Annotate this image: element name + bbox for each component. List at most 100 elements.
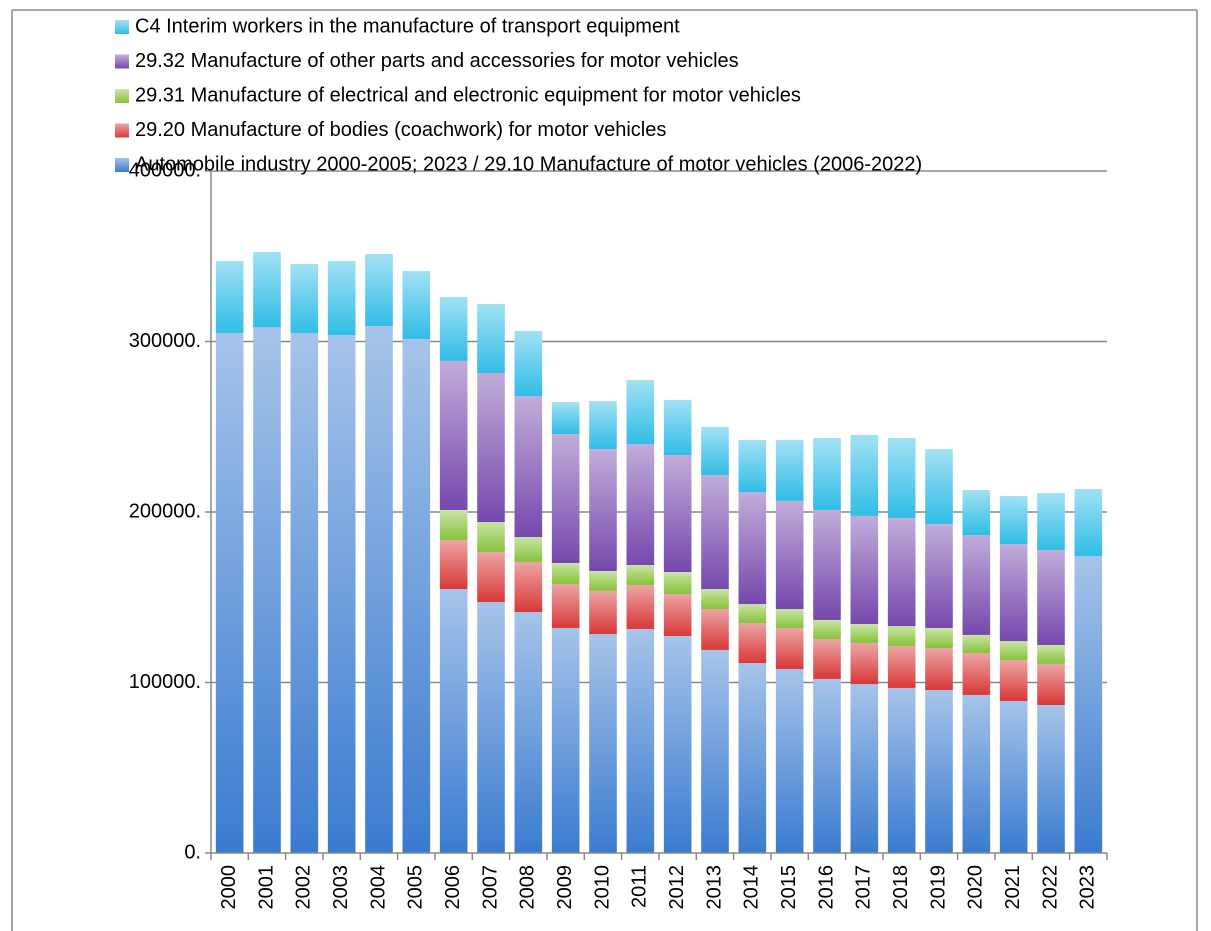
x-tick-label: 2012 bbox=[666, 865, 688, 910]
legend-label: 29.32 Manufacture of other parts and acc… bbox=[135, 50, 739, 72]
bar-segment bbox=[887, 517, 916, 627]
bar-segment bbox=[850, 434, 879, 516]
bar-segment bbox=[813, 678, 841, 853]
bar-segment bbox=[813, 619, 841, 640]
bar-segment bbox=[962, 535, 991, 635]
bar-segment bbox=[701, 649, 729, 853]
bar-segment bbox=[925, 627, 953, 649]
bar-segment bbox=[514, 561, 543, 613]
legend-swatch bbox=[115, 158, 129, 172]
x-tick-label: 2014 bbox=[741, 865, 763, 910]
bar-segment bbox=[589, 634, 617, 853]
legend-swatch bbox=[115, 123, 129, 138]
bar-segment bbox=[701, 475, 729, 590]
bar-segment bbox=[925, 648, 953, 691]
x-tick-label: 2023 bbox=[1077, 865, 1099, 910]
bar-segment bbox=[327, 261, 356, 336]
legend-label: C4 Interim workers in the manufacture of… bbox=[135, 15, 680, 37]
bar-segment bbox=[626, 443, 655, 566]
x-tick-label: 2010 bbox=[591, 865, 613, 910]
bar-segment bbox=[738, 663, 767, 853]
bar-segment bbox=[626, 565, 655, 585]
x-tick-label: 2019 bbox=[927, 865, 949, 910]
bar-segment bbox=[589, 590, 617, 635]
bar-segment bbox=[887, 687, 916, 853]
bar-segment bbox=[887, 646, 916, 688]
bar-segment bbox=[439, 589, 468, 853]
bar-segment bbox=[962, 490, 991, 536]
bar-segment bbox=[701, 609, 729, 650]
x-tick-label: 2004 bbox=[367, 865, 389, 910]
bar-segment bbox=[850, 515, 879, 625]
legend-label: 29.20 Manufacture of bodies (coachwork) … bbox=[135, 119, 666, 141]
x-tick-label: 2022 bbox=[1039, 865, 1061, 910]
bar-segment bbox=[925, 449, 953, 524]
bar-segment bbox=[477, 373, 505, 523]
bar-segment bbox=[551, 402, 580, 435]
bar-segment bbox=[477, 552, 505, 603]
bar-segment bbox=[775, 669, 804, 853]
bar-segment bbox=[514, 612, 543, 853]
bar-segment bbox=[589, 449, 617, 571]
bar-segment bbox=[290, 332, 319, 854]
bar-segment bbox=[738, 622, 767, 664]
bar-segment bbox=[663, 399, 692, 456]
bar-segment bbox=[1074, 488, 1103, 556]
x-tick-label: 2006 bbox=[442, 865, 464, 910]
x-tick-label: 2017 bbox=[853, 865, 875, 910]
x-tick-label: 2007 bbox=[479, 865, 501, 910]
bar-segment bbox=[962, 694, 991, 853]
bar-segment bbox=[514, 396, 543, 538]
bar-segment bbox=[887, 626, 916, 647]
bar-segment bbox=[215, 332, 244, 854]
bar-segment bbox=[775, 440, 804, 501]
bar-segment bbox=[1074, 555, 1103, 853]
x-tick-label: 2002 bbox=[293, 865, 315, 910]
bar-segment bbox=[962, 653, 991, 695]
bar-segment bbox=[850, 684, 879, 853]
bar-segment bbox=[626, 584, 655, 629]
bar-segment bbox=[1037, 644, 1065, 664]
bar-segment bbox=[1037, 550, 1065, 645]
x-tick-label: 2015 bbox=[778, 865, 800, 910]
bar-segment bbox=[663, 572, 692, 595]
bar-segment bbox=[999, 659, 1028, 702]
bar-segment bbox=[439, 296, 468, 361]
x-tick-label: 2000 bbox=[218, 865, 240, 910]
x-tick-label: 2005 bbox=[405, 865, 427, 910]
bar-segment bbox=[589, 570, 617, 591]
bar-segment bbox=[738, 492, 767, 605]
x-tick-label: 2021 bbox=[1002, 865, 1024, 910]
bar-segment bbox=[290, 263, 319, 333]
x-tick-label: 2001 bbox=[255, 865, 277, 910]
bar-segment bbox=[813, 509, 841, 620]
bar-segment bbox=[551, 562, 580, 584]
bar-segment bbox=[887, 438, 916, 518]
bar-segment bbox=[999, 641, 1028, 660]
bar-segment bbox=[626, 380, 655, 444]
y-tick-label: 400000. bbox=[129, 159, 201, 181]
bar-segment bbox=[589, 401, 617, 450]
bar-segment bbox=[850, 624, 879, 643]
y-tick-label: 100000. bbox=[129, 671, 201, 693]
bar-segment bbox=[775, 627, 804, 670]
bar-segment bbox=[738, 604, 767, 623]
bar-segment bbox=[813, 639, 841, 679]
bar-segment bbox=[1037, 493, 1065, 551]
x-tick-label: 2013 bbox=[703, 865, 725, 910]
x-tick-label: 2009 bbox=[554, 865, 576, 910]
bar-segment bbox=[1037, 705, 1065, 853]
bar-segment bbox=[663, 455, 692, 573]
bar-segment bbox=[738, 440, 767, 493]
bar-segment bbox=[253, 251, 281, 328]
bar-segment bbox=[775, 500, 804, 610]
bar-segment bbox=[514, 330, 543, 397]
y-tick-label: 300000. bbox=[129, 330, 201, 352]
x-tick-label: 2008 bbox=[517, 865, 539, 910]
bar-segment bbox=[477, 303, 505, 374]
y-tick-label: 200000. bbox=[129, 500, 201, 522]
x-tick-label: 2003 bbox=[330, 865, 352, 910]
bar-segment bbox=[626, 628, 655, 853]
bar-segment bbox=[663, 635, 692, 853]
bar-segment bbox=[551, 583, 580, 628]
